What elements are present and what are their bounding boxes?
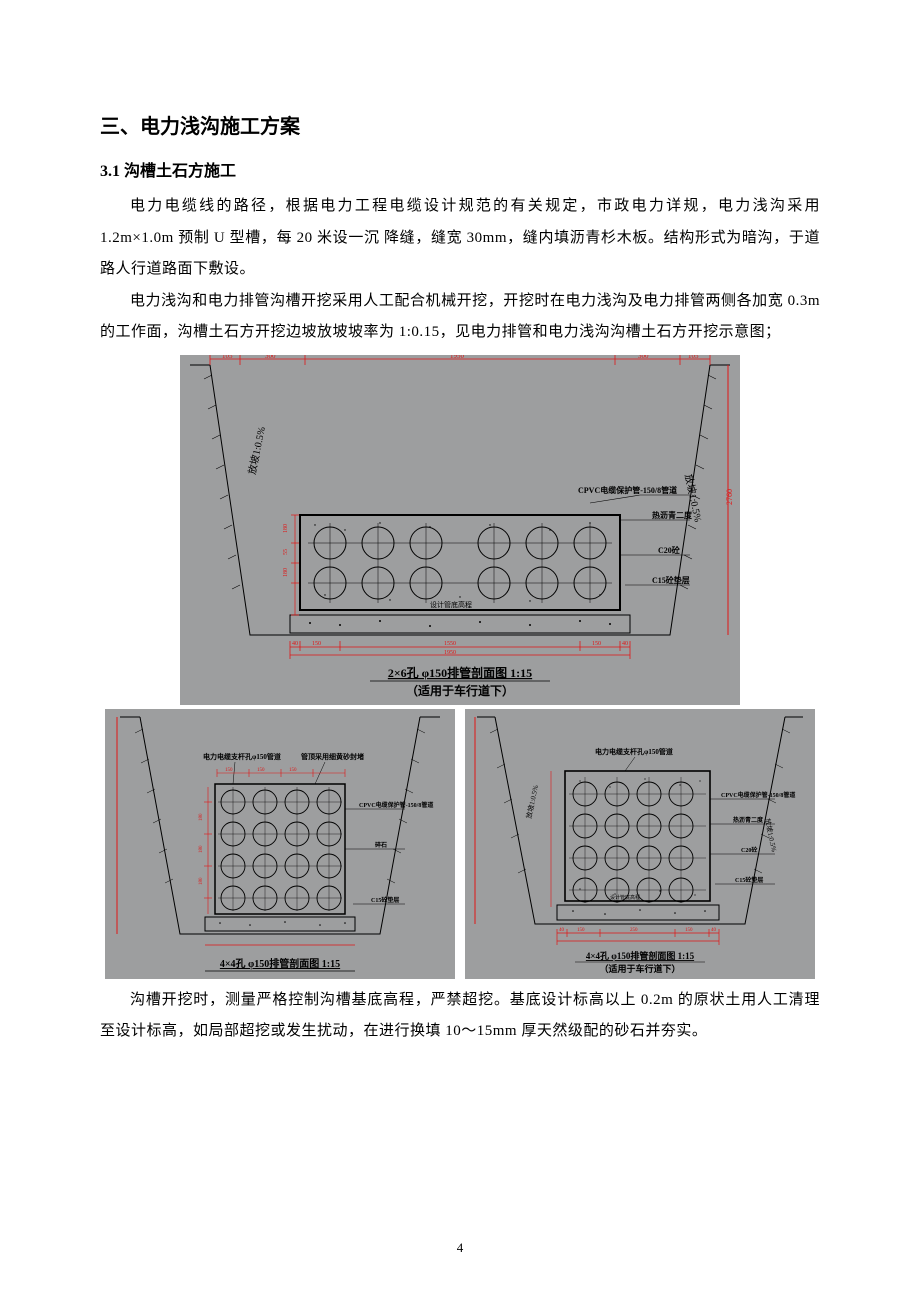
fig3-label2: 热沥青二度 (733, 816, 764, 824)
dim-top-3: 300 (638, 355, 649, 360)
fig2-tdim-1: 150 (257, 768, 265, 773)
fig1-bdim-2: 1550 (444, 641, 456, 647)
fig1-ldim-0: 180 (283, 524, 289, 533)
fig3-toplabel: 电力电缆支杆孔φ150管道 (595, 747, 673, 756)
dim-top-2: 1950 (450, 355, 465, 360)
fig2-tdim-2: 150 (289, 768, 297, 773)
fig3-bdim-4: 150 (685, 928, 693, 933)
paragraph-1: 电力电缆线的路径，根据电力工程电缆设计规范的有关规定，市政电力详规，电力浅沟采用… (100, 191, 820, 286)
fig1-ldim-1: 55 (283, 549, 289, 555)
fig3-title1: 4×4孔 φ150排管剖面图 1:15 (586, 950, 695, 961)
fig2-ldim-0: 180 (199, 813, 204, 821)
paragraph-2: 电力浅沟和电力排管沟槽开挖采用人工配合机械开挖，开挖时在电力浅沟及电力排管两侧各… (100, 286, 820, 349)
fig1-bdim-main: 1950 (444, 650, 456, 656)
section-heading: 三、电力浅沟施工方案 (100, 110, 820, 139)
fig1-bdim-1: 150 (312, 641, 321, 647)
fig2-toplabel-0: 电力电缆支杆孔φ150管道 (203, 752, 281, 761)
fig1-inner-label: 设计管底高程 (430, 600, 472, 609)
fig3-bdim-5: 40 (711, 928, 717, 933)
fig2-label1: CPVC电缆保护管-150/8管道 (359, 801, 433, 809)
fig3-bdim-1: 150 (577, 928, 585, 933)
fig2-label3: C15砼垫层 (371, 896, 399, 904)
fig1-bdim-3: 150 (592, 641, 601, 647)
dim-top-4: 105 (688, 355, 699, 360)
figure-2x6-section: 放坡1:0.5% 放坡1:0.5% 105 300 1950 300 105 2… (180, 355, 740, 705)
fig3-label4: C15砼垫层 (735, 876, 763, 884)
fig1-ldim-2: 180 (283, 568, 289, 577)
dim-top-0: 105 (222, 355, 233, 360)
fig3-label1: CPVC电缆保护管-150/8管道 (721, 791, 795, 799)
fig1-label2: C20砼 (658, 545, 681, 555)
fig2-tdim-0: 150 (225, 768, 233, 773)
fig3-inner-label: 设计管底高程 (610, 894, 640, 901)
fig1-pipe-label: CPVC电缆保护管-150/8管道 (578, 485, 677, 495)
fig1-label3: C15砼垫层 (652, 575, 690, 585)
fig1-bdim-0: 40 (292, 641, 298, 647)
fig1-bdim-4: 40 (622, 641, 628, 647)
fig2-toplabel-1: 管顶采用细黄砂封堵 (301, 752, 364, 761)
fig3-bdim-3: 250 (630, 928, 638, 933)
fig3-title2: （适用于车行道下） (599, 963, 680, 974)
fig1-title2: （适用于车行道下） (406, 683, 514, 698)
fig1-title1: 2×6孔 φ150排管剖面图 1:15 (388, 665, 532, 680)
figure-4x4-section-b: 放坡1:0.5% 放坡1:0.5% 电力电缆支杆孔φ150管道 CPVC电缆保护… (465, 709, 815, 979)
figure-4x4-section-a: 电力电缆支杆孔φ150管道 管顶采用细黄砂封堵 150 150 150 CPVC… (105, 709, 455, 979)
subsection-heading: 3.1 沟槽土石方施工 (100, 157, 820, 181)
dim-top-1: 300 (265, 355, 276, 360)
fig2-ldim-1: 180 (199, 845, 204, 853)
dim-right: 2760 (725, 489, 734, 505)
paragraph-3: 沟槽开挖时，测量严格控制沟槽基底高程，严禁超挖。基底设计标高以上 0.2m 的原… (100, 985, 820, 1048)
fig3-bdim-0: 40 (559, 928, 565, 933)
fig2-title: 4×4孔 φ150排管剖面图 1:15 (220, 957, 340, 970)
fig1-label1: 热沥青二度 (652, 510, 693, 520)
fig2-label2: 碎石 (375, 841, 387, 849)
fig2-ldim-2: 180 (199, 877, 204, 885)
page-number: 4 (0, 1240, 920, 1256)
fig3-label3: C20砼 (741, 846, 757, 854)
